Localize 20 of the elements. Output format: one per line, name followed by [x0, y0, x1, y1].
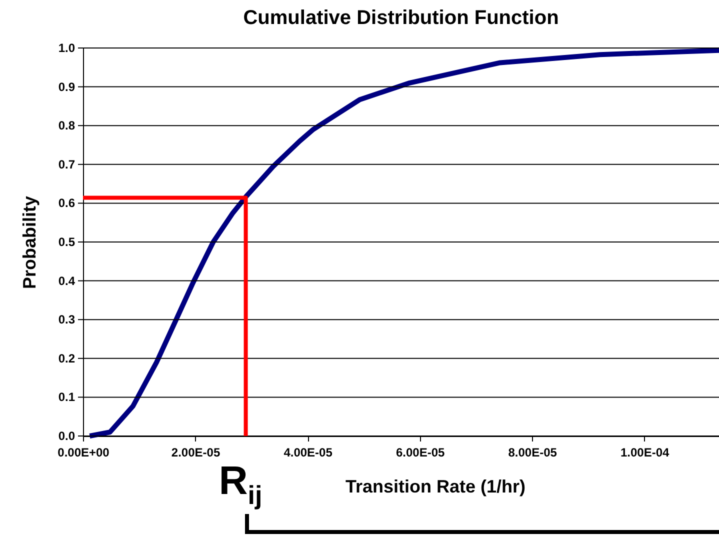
y-tick-label: 0.9 — [58, 80, 76, 94]
x-tick-label: 2.00E-05 — [171, 446, 220, 460]
x-tick-label: 4.00E-05 — [284, 446, 333, 460]
y-tick-label: 0.5 — [58, 235, 76, 249]
y-axis-title: Probability — [20, 196, 40, 290]
y-tick-label: 1.0 — [58, 41, 76, 55]
x-tick-label: 1.00E-04 — [620, 446, 670, 460]
x-tick-label: 8.00E-05 — [508, 446, 558, 460]
y-tick-label: 0.1 — [58, 390, 76, 404]
y-tick-label: 0.7 — [58, 157, 76, 172]
y-tick-label: 0.8 — [58, 118, 76, 133]
x-axis-title: Transition Rate (1/hr) — [345, 476, 526, 496]
y-tick-label: 0.3 — [58, 312, 76, 327]
x-tick-label: 6.00E-05 — [396, 446, 445, 460]
y-tick-label: 0.0 — [58, 429, 76, 443]
chart-title: Cumulative Distribution Function — [243, 7, 559, 29]
y-tick-label: 0.2 — [58, 351, 76, 366]
x-tick-label: 0.00E+00 — [58, 446, 110, 460]
y-tick-label: 0.6 — [58, 196, 76, 210]
y-tick-label: 0.4 — [58, 274, 76, 288]
